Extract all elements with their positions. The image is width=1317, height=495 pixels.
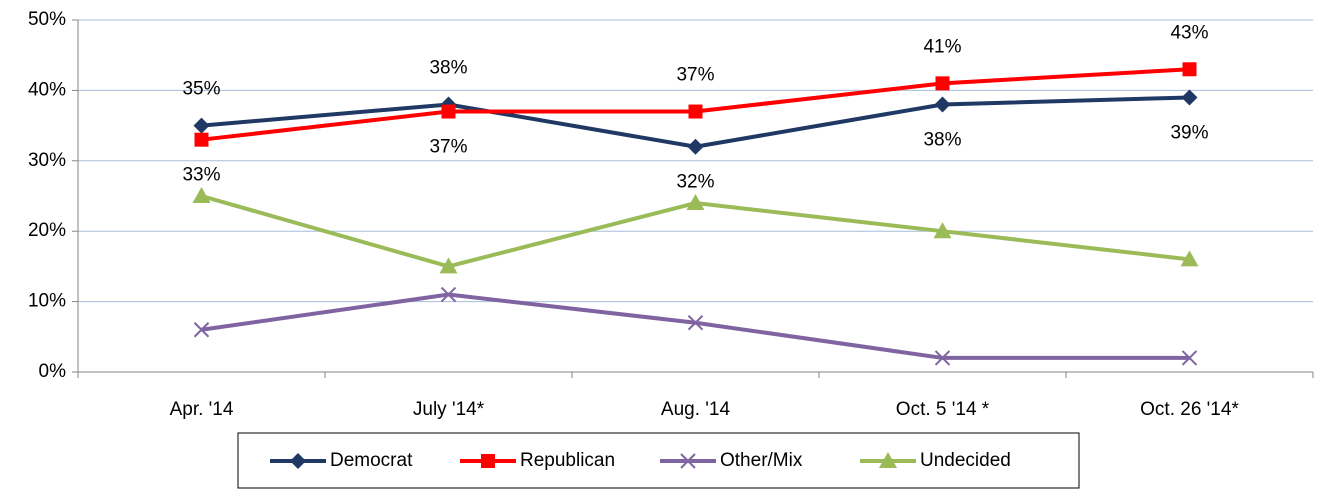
y-tick-label: 50%: [28, 9, 66, 30]
x-tick-label: Oct. 5 '14 *: [896, 399, 990, 420]
data-label: 38%: [429, 57, 467, 78]
series-line: [201, 292, 1190, 360]
marker: [439, 257, 458, 274]
y-tick-label: 20%: [28, 220, 66, 241]
marker: [688, 104, 703, 119]
legend-label: Undecided: [920, 450, 1011, 471]
legend-label: Democrat: [330, 450, 413, 471]
legend-label: Other/Mix: [720, 450, 803, 471]
data-label: 33%: [182, 165, 220, 186]
marker: [879, 452, 897, 468]
y-tick-label: 30%: [28, 150, 66, 171]
data-label: 43%: [1170, 22, 1208, 43]
marker: [1182, 62, 1197, 77]
data-label: 37%: [676, 65, 714, 86]
y-tick-label: 10%: [28, 291, 66, 312]
marker: [680, 453, 696, 469]
marker: [192, 187, 211, 203]
x-tick-label: Aug. '14: [661, 399, 731, 420]
data-label: 35%: [182, 79, 220, 100]
legend-box: [237, 432, 1080, 489]
marker: [290, 453, 306, 469]
marker: [933, 222, 952, 239]
marker: [1181, 89, 1198, 106]
data-label: 32%: [676, 172, 714, 193]
marker: [1181, 350, 1198, 366]
marker: [686, 194, 705, 211]
x-tick-label: Oct. 26 '14*: [1140, 399, 1239, 420]
marker: [687, 315, 704, 331]
marker: [194, 132, 209, 147]
data-label: 38%: [923, 129, 961, 150]
marker: [935, 76, 950, 91]
marker: [687, 138, 704, 155]
data-label: 41%: [923, 36, 961, 57]
legend-label: Republican: [520, 450, 615, 471]
marker: [440, 286, 457, 303]
marker: [934, 96, 951, 113]
marker: [934, 350, 951, 366]
x-tick-label: Apr. '14: [170, 399, 234, 420]
y-tick-label: 40%: [28, 79, 66, 100]
marker: [481, 454, 495, 468]
marker: [1180, 250, 1199, 267]
data-label: 39%: [1170, 122, 1208, 143]
y-tick-label: 0%: [39, 361, 67, 382]
x-tick-label: July '14*: [413, 399, 485, 420]
marker: [441, 104, 456, 119]
marker: [193, 322, 210, 338]
marker: [193, 117, 210, 134]
data-label: 37%: [429, 137, 467, 158]
